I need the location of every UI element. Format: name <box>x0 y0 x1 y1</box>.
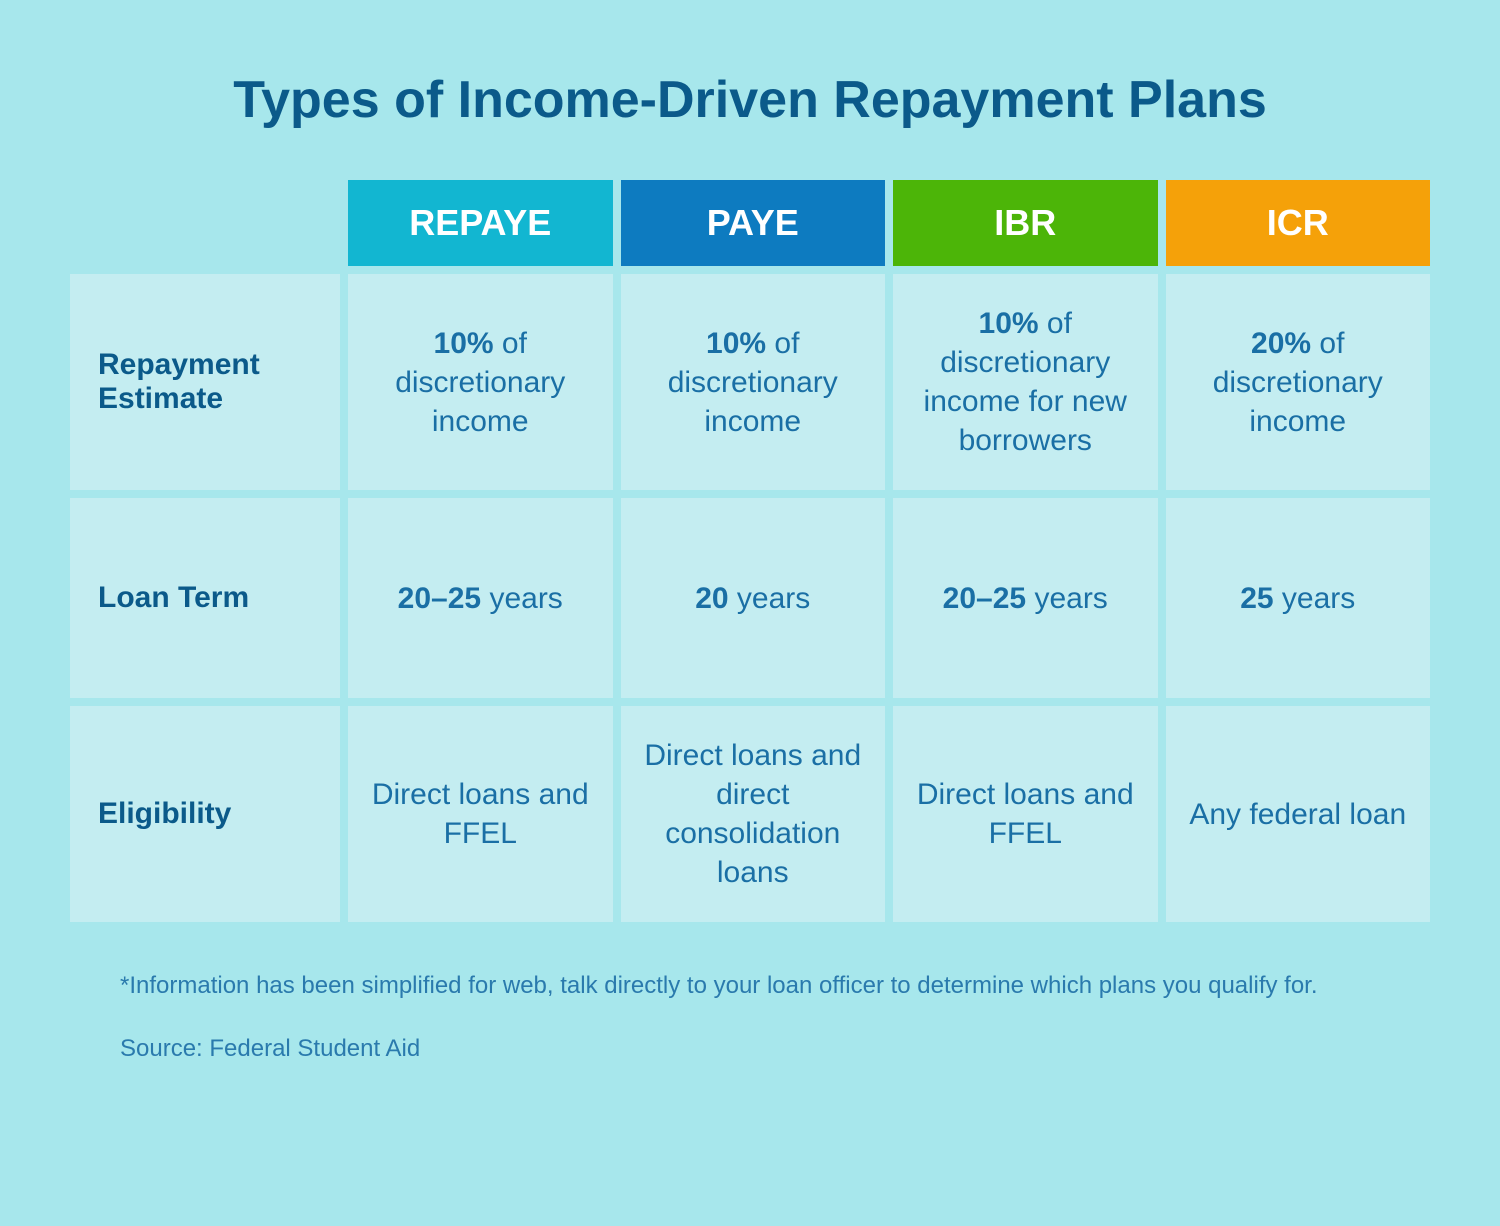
col-header-icr: ICR <box>1166 180 1431 266</box>
cell-eligibility-icr: Any federal loan <box>1166 706 1431 922</box>
cell-eligibility-repaye: Direct loans and FFEL <box>348 706 613 922</box>
cell-loanterm-ibr: 20–25 years <box>893 498 1158 698</box>
row-header-loanterm: Loan Term <box>70 498 340 698</box>
cell-loanterm-repaye: 20–25 years <box>348 498 613 698</box>
cell-repayment-paye: 10% of discretionary income <box>621 274 886 490</box>
source-text: Source: Federal Student Aid <box>120 1035 1440 1063</box>
cell-loanterm-paye: 20 years <box>621 498 886 698</box>
table-corner-empty <box>70 180 340 266</box>
row-header-repayment: Repayment Estimate <box>70 274 340 490</box>
page-title: Types of Income-Driven Repayment Plans <box>60 70 1440 130</box>
cell-repayment-repaye: 10% of discretionary income <box>348 274 613 490</box>
col-header-ibr: IBR <box>893 180 1158 266</box>
cell-loanterm-icr: 25 years <box>1166 498 1431 698</box>
cell-eligibility-ibr: Direct loans and FFEL <box>893 706 1158 922</box>
col-header-paye: PAYE <box>621 180 886 266</box>
plans-table: REPAYE PAYE IBR ICR Repayment Estimate 1… <box>70 180 1430 922</box>
cell-repayment-icr: 20% of discretionary income <box>1166 274 1431 490</box>
cell-repayment-ibr: 10% of discretionary income for new borr… <box>893 274 1158 490</box>
col-header-repaye: REPAYE <box>348 180 613 266</box>
cell-eligibility-paye: Direct loans and direct consolidation lo… <box>621 706 886 922</box>
row-header-eligibility: Eligibility <box>70 706 340 922</box>
footnote-text: *Information has been simplified for web… <box>120 972 1440 1000</box>
